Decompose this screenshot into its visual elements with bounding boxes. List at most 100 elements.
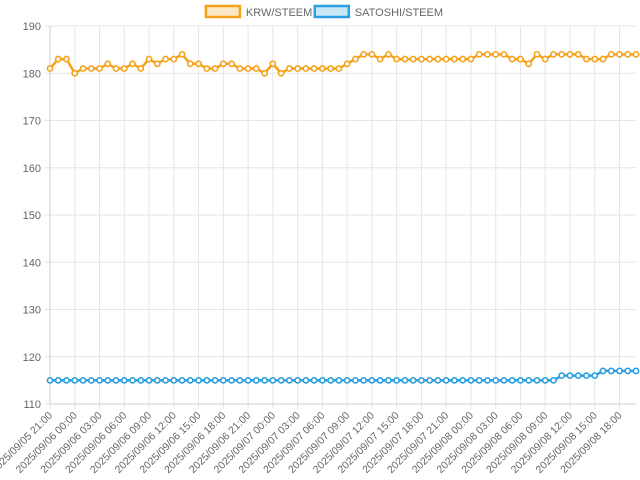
data-point-satoshi-steem (508, 376, 516, 384)
data-point-satoshi-steem (120, 376, 128, 384)
data-point-satoshi-steem (195, 376, 202, 384)
data-point-krw-steem (434, 55, 442, 63)
y-tick-label: 190 (23, 21, 41, 33)
data-point-satoshi-steem (558, 372, 566, 380)
data-point-krw-steem (475, 50, 483, 58)
data-point-satoshi-steem (261, 376, 268, 384)
data-point-satoshi-steem (310, 376, 318, 384)
data-point-satoshi-steem (63, 376, 70, 384)
data-point-satoshi-steem (541, 376, 549, 384)
data-point-krw-steem (302, 65, 310, 72)
data-point-satoshi-steem (467, 376, 475, 384)
data-point-krw-steem (170, 55, 178, 63)
data-point-krw-steem (401, 55, 409, 63)
data-point-satoshi-steem (566, 372, 574, 380)
data-point-krw-steem (360, 50, 368, 58)
data-point-krw-steem (79, 65, 87, 72)
data-point-satoshi-steem (434, 376, 442, 384)
data-point-krw-steem (418, 55, 425, 63)
data-point-krw-steem (54, 55, 62, 63)
data-point-satoshi-steem (186, 376, 194, 384)
data-point-satoshi-steem (360, 376, 368, 384)
data-point-satoshi-steem (285, 376, 293, 384)
y-tick-label: 180 (23, 68, 41, 80)
legend-label-satoshi-steem[interactable]: SATOSHI/STEEM (355, 7, 443, 19)
data-point-satoshi-steem (277, 376, 285, 384)
data-point-satoshi-steem (517, 376, 524, 384)
data-point-krw-steem (112, 65, 120, 72)
data-point-satoshi-steem (318, 376, 326, 384)
data-point-krw-steem (318, 65, 326, 72)
data-point-krw-steem (492, 50, 500, 58)
y-tick-label: 140 (23, 257, 41, 269)
data-point-satoshi-steem (228, 376, 235, 384)
data-point-krw-steem (533, 50, 541, 58)
data-point-satoshi-steem (343, 376, 351, 384)
data-point-krw-steem (252, 65, 260, 72)
data-point-satoshi-steem (294, 376, 302, 384)
data-point-satoshi-steem (376, 376, 384, 384)
legend-swatch-krw-steem[interactable] (204, 4, 242, 19)
legend-swatch-satoshi-steem[interactable] (313, 4, 351, 19)
data-point-satoshi-steem (129, 376, 136, 384)
data-point-satoshi-steem (409, 376, 417, 384)
data-point-krw-steem (351, 55, 359, 63)
data-point-krw-steem (96, 65, 103, 72)
data-point-satoshi-steem (327, 376, 335, 384)
data-point-krw-steem (71, 69, 79, 77)
data-point-satoshi-steem (525, 376, 533, 384)
series-line-krw-steem (49, 53, 636, 75)
data-point-krw-steem (203, 65, 211, 72)
data-point-krw-steem (219, 60, 227, 68)
data-point-krw-steem (343, 60, 351, 68)
data-point-satoshi-steem (269, 376, 277, 384)
data-point-krw-steem (607, 50, 615, 58)
data-point-krw-steem (186, 60, 194, 68)
data-point-satoshi-steem (632, 367, 640, 375)
data-point-krw-steem (393, 55, 401, 63)
y-tick-label: 130 (23, 305, 41, 317)
data-point-satoshi-steem (583, 372, 590, 380)
data-point-satoshi-steem (475, 376, 483, 384)
data-point-krw-steem (574, 50, 582, 58)
data-point-krw-steem (459, 55, 467, 63)
data-point-krw-steem (120, 65, 128, 72)
data-point-satoshi-steem (236, 376, 244, 384)
data-point-krw-steem (384, 50, 392, 58)
data-point-satoshi-steem (351, 376, 359, 384)
data-point-krw-steem (261, 69, 268, 77)
data-point-satoshi-steem (624, 367, 632, 375)
data-point-satoshi-steem (219, 376, 227, 384)
data-point-satoshi-steem (244, 376, 252, 384)
data-point-krw-steem (632, 50, 640, 58)
data-point-satoshi-steem (335, 376, 343, 384)
data-point-satoshi-steem (46, 376, 54, 384)
data-point-satoshi-steem (137, 376, 145, 384)
data-point-satoshi-steem (616, 367, 623, 375)
data-point-krw-steem (368, 50, 376, 58)
data-point-krw-steem (104, 60, 112, 68)
data-point-satoshi-steem (153, 376, 161, 384)
data-point-krw-steem (310, 65, 318, 72)
legend-label-krw-steem[interactable]: KRW/STEEM (246, 7, 312, 19)
data-point-satoshi-steem (145, 376, 153, 384)
data-point-krw-steem (451, 55, 458, 63)
data-point-satoshi-steem (96, 376, 103, 384)
y-tick-label: 110 (23, 399, 41, 411)
data-point-krw-steem (335, 65, 343, 72)
data-point-satoshi-steem (211, 376, 219, 384)
data-point-satoshi-steem (550, 376, 557, 384)
data-point-krw-steem (211, 65, 219, 72)
data-point-krw-steem (541, 55, 549, 63)
y-tick-label: 120 (23, 352, 41, 364)
y-tick-label: 150 (23, 210, 41, 222)
data-point-krw-steem (566, 50, 574, 58)
data-point-satoshi-steem (104, 376, 112, 384)
data-point-krw-steem (616, 50, 623, 58)
data-point-krw-steem (236, 65, 244, 72)
data-point-krw-steem (285, 65, 293, 72)
data-point-satoshi-steem (451, 376, 458, 384)
data-point-satoshi-steem (500, 376, 508, 384)
data-point-krw-steem (153, 60, 161, 68)
